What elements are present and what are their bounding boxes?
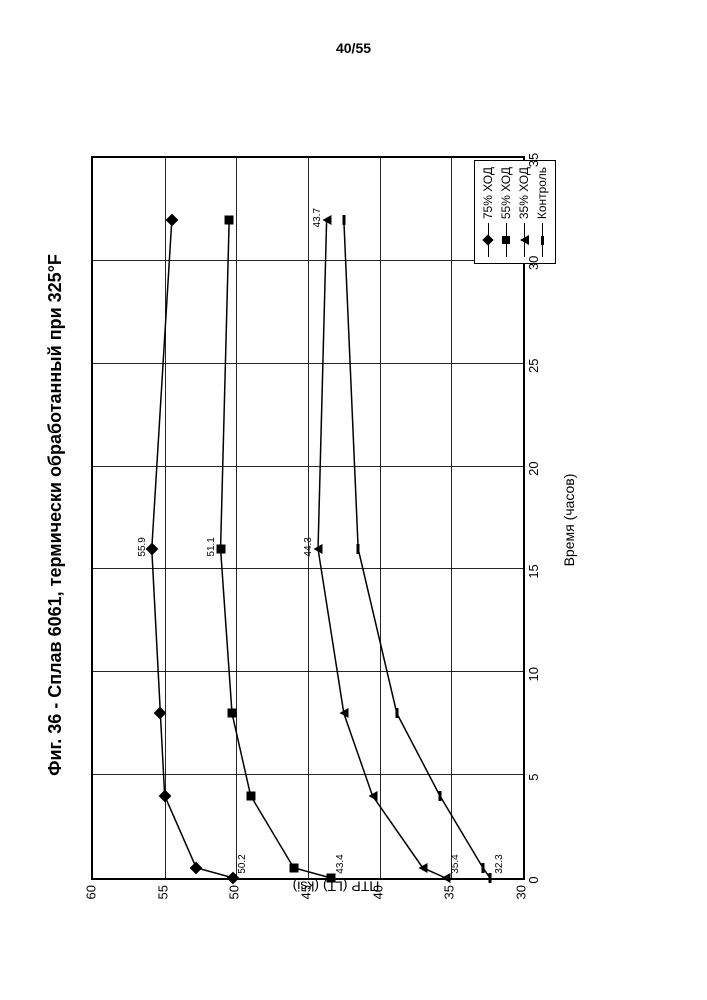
y-tick-label: 40	[370, 885, 385, 925]
grid-line-h	[380, 158, 381, 878]
data-marker	[441, 873, 450, 883]
grid-line-h	[308, 158, 309, 878]
y-tick-label: 55	[155, 885, 170, 925]
data-marker	[481, 863, 484, 873]
x-tick-label: 20	[526, 454, 541, 484]
data-marker	[418, 863, 427, 873]
x-axis-label: Время (часов)	[561, 160, 577, 880]
data-label: 43.7	[312, 208, 323, 227]
page-number: 40/55	[336, 40, 371, 56]
x-tick-label: 15	[526, 556, 541, 586]
x-tick-label: 25	[526, 351, 541, 381]
grid-line-v	[93, 774, 523, 775]
legend-label: 75% ХОД	[481, 167, 495, 219]
grid-line-v	[93, 671, 523, 672]
data-marker	[342, 215, 345, 225]
diamond-icon	[482, 234, 493, 245]
y-tick-label: 50	[227, 885, 242, 925]
data-marker	[289, 863, 298, 872]
data-marker	[339, 708, 348, 718]
plot-area: 50.2 55.9 43.4 51.1 35.4 44.3 43.7 32.3	[91, 156, 525, 880]
x-tick-label: 30	[526, 248, 541, 278]
data-label: 51.1	[206, 537, 217, 556]
y-tick-label: 35	[442, 885, 457, 925]
page: 40/55 Фиг. 36 - Сплав 6061, термически о…	[0, 0, 707, 1000]
data-marker	[314, 544, 323, 554]
data-marker	[395, 708, 398, 718]
x-tick-label: 5	[526, 762, 541, 792]
data-label: 35.4	[450, 854, 461, 873]
x-tick-label: 10	[526, 659, 541, 689]
data-marker	[322, 215, 331, 225]
data-marker	[357, 544, 360, 554]
y-tick-label: 45	[299, 885, 314, 925]
chart-container: Фиг. 36 - Сплав 6061, термически обработ…	[45, 90, 625, 940]
data-marker	[326, 874, 335, 883]
data-label: 50.2	[237, 854, 248, 873]
chart-title: Фиг. 36 - Сплав 6061, термически обработ…	[45, 90, 66, 940]
data-marker	[368, 791, 377, 801]
grid-line-h	[451, 158, 452, 878]
data-marker	[489, 873, 492, 883]
chart-box: ПТР (LT) (ksi) Время (часов) 50.255.943.…	[76, 120, 596, 940]
triangle-icon	[520, 235, 529, 245]
x-tick-label: 35	[526, 145, 541, 175]
data-label: 55.9	[137, 537, 148, 556]
grid-line-h	[165, 158, 166, 878]
data-marker	[438, 791, 441, 801]
data-marker	[216, 544, 225, 553]
grid-line-v	[93, 568, 523, 569]
data-marker	[228, 709, 237, 718]
legend-item: 35% ХОД	[515, 167, 533, 257]
legend-item: Контроль	[533, 167, 551, 257]
grid-line-v	[93, 466, 523, 467]
legend-item: 75% ХОД	[479, 167, 497, 257]
square-icon	[502, 236, 510, 244]
data-marker	[246, 791, 255, 800]
grid-line-h	[236, 158, 237, 878]
grid-line-v	[93, 363, 523, 364]
y-tick-label: 60	[84, 885, 99, 925]
data-label: 43.4	[335, 854, 346, 873]
legend-item: 55% ХОД	[497, 167, 515, 257]
legend-label: 55% ХОД	[499, 167, 513, 219]
x-tick-label: 0	[526, 865, 541, 895]
data-label: 44.3	[303, 537, 314, 556]
legend: 75% ХОД 55% ХОД35% ХОДКонтроль	[474, 160, 556, 264]
data-marker	[225, 215, 234, 224]
grid-line-v	[93, 260, 523, 261]
dash-icon	[541, 236, 544, 245]
data-label: 32.3	[494, 854, 505, 873]
